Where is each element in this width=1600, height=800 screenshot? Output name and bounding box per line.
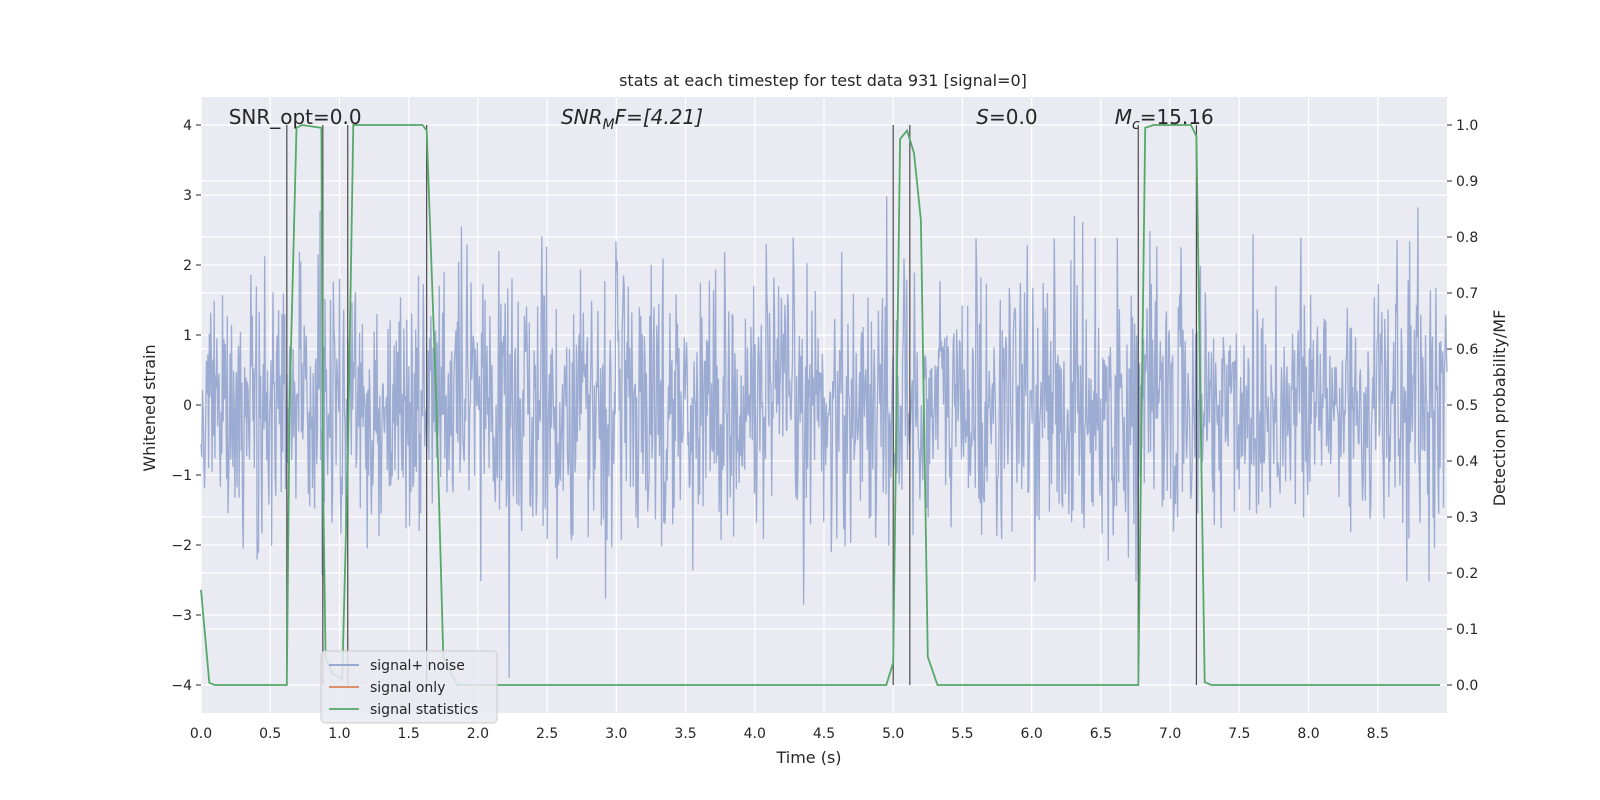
x-tick-label: 5.5	[951, 726, 973, 742]
tick-labels: 0.0 0.5 1.0 1.5 2.0 2.5 3.0 3.5 4.0 4.5 5.0 5.5 6.0 6…	[171, 118, 1478, 742]
signal-noise-series	[200, 196, 1448, 679]
y-tick-label: 0	[183, 398, 192, 414]
y-tick-label: 1	[183, 328, 192, 344]
x-tick-label: 8.5	[1367, 726, 1389, 742]
vertical-markers	[286, 125, 1198, 685]
annotations: SNR_opt=0.0 SNRMF=[4.21] S=0.0 Mc=15.16	[229, 105, 1214, 133]
y-tick-label: 4	[183, 118, 192, 134]
y-tick-label: 2	[183, 258, 192, 274]
x-axis-label: Time (s)	[775, 748, 841, 767]
legend: signal+ noise signal only signal statistic…	[320, 650, 498, 724]
chart-title: stats at each timestep for test data 931…	[619, 71, 1027, 90]
signal-noise-line	[200, 196, 1448, 679]
y-right-tick-label: 0.4	[1456, 454, 1478, 470]
legend-label: signal statistics	[370, 702, 478, 718]
annotation-snr-mf: SNRMF=[4.21]	[561, 105, 703, 133]
y-right-tick-label: 0.2	[1456, 566, 1478, 582]
annotation-mc-value: Mc=15.16	[1115, 105, 1214, 133]
x-tick-label: 0.5	[259, 726, 281, 742]
annotation-snr-opt: SNR_opt=0.0	[229, 105, 362, 129]
x-tick-label: 1.0	[328, 726, 350, 742]
y-right-tick-label: 0.9	[1456, 174, 1478, 190]
y-axis-label: Whitened strain	[140, 344, 159, 471]
x-tick-label: 2.5	[536, 726, 558, 742]
x-tick-label: 5.0	[882, 726, 904, 742]
y-right-tick-label: 0.6	[1456, 342, 1478, 358]
y-right-tick-label: 0.3	[1456, 510, 1478, 526]
x-tick-label: 0.0	[190, 726, 212, 742]
x-tick-label: 4.0	[744, 726, 766, 742]
x-tick-label: 3.0	[605, 726, 627, 742]
y-right-tick-label: 0.0	[1456, 678, 1478, 694]
y-right-tick-label: 0.5	[1456, 398, 1478, 414]
annotation-s-value: S=0.0	[976, 105, 1037, 129]
y-right-tick-label: 0.1	[1456, 622, 1478, 638]
x-tick-label: 8.0	[1297, 726, 1319, 742]
x-tick-label: 6.5	[1090, 726, 1112, 742]
x-tick-label: 4.5	[813, 726, 835, 742]
x-tick-label: 3.5	[674, 726, 696, 742]
y-right-tick-label: 0.7	[1456, 286, 1478, 302]
x-tick-label: 1.5	[398, 726, 420, 742]
legend-box	[320, 650, 498, 724]
y-tick-label: −3	[171, 608, 192, 624]
legend-label: signal only	[370, 680, 445, 696]
y-tick-label: −1	[171, 468, 192, 484]
y-right-tick-label: 0.8	[1456, 230, 1478, 246]
y-tick-label: −2	[171, 538, 192, 554]
x-tick-label: 2.0	[467, 726, 489, 742]
y-axis-right-label: Detection probability/MF	[1490, 310, 1509, 507]
y-tick-label: 3	[183, 188, 192, 204]
y-right-tick-label: 1.0	[1456, 118, 1478, 134]
x-tick-label: 6.0	[1021, 726, 1043, 742]
y-tick-label: −4	[171, 678, 192, 694]
x-tick-label: 7.5	[1228, 726, 1250, 742]
x-tick-label: 7.0	[1159, 726, 1181, 742]
legend-label: signal+ noise	[370, 658, 465, 674]
